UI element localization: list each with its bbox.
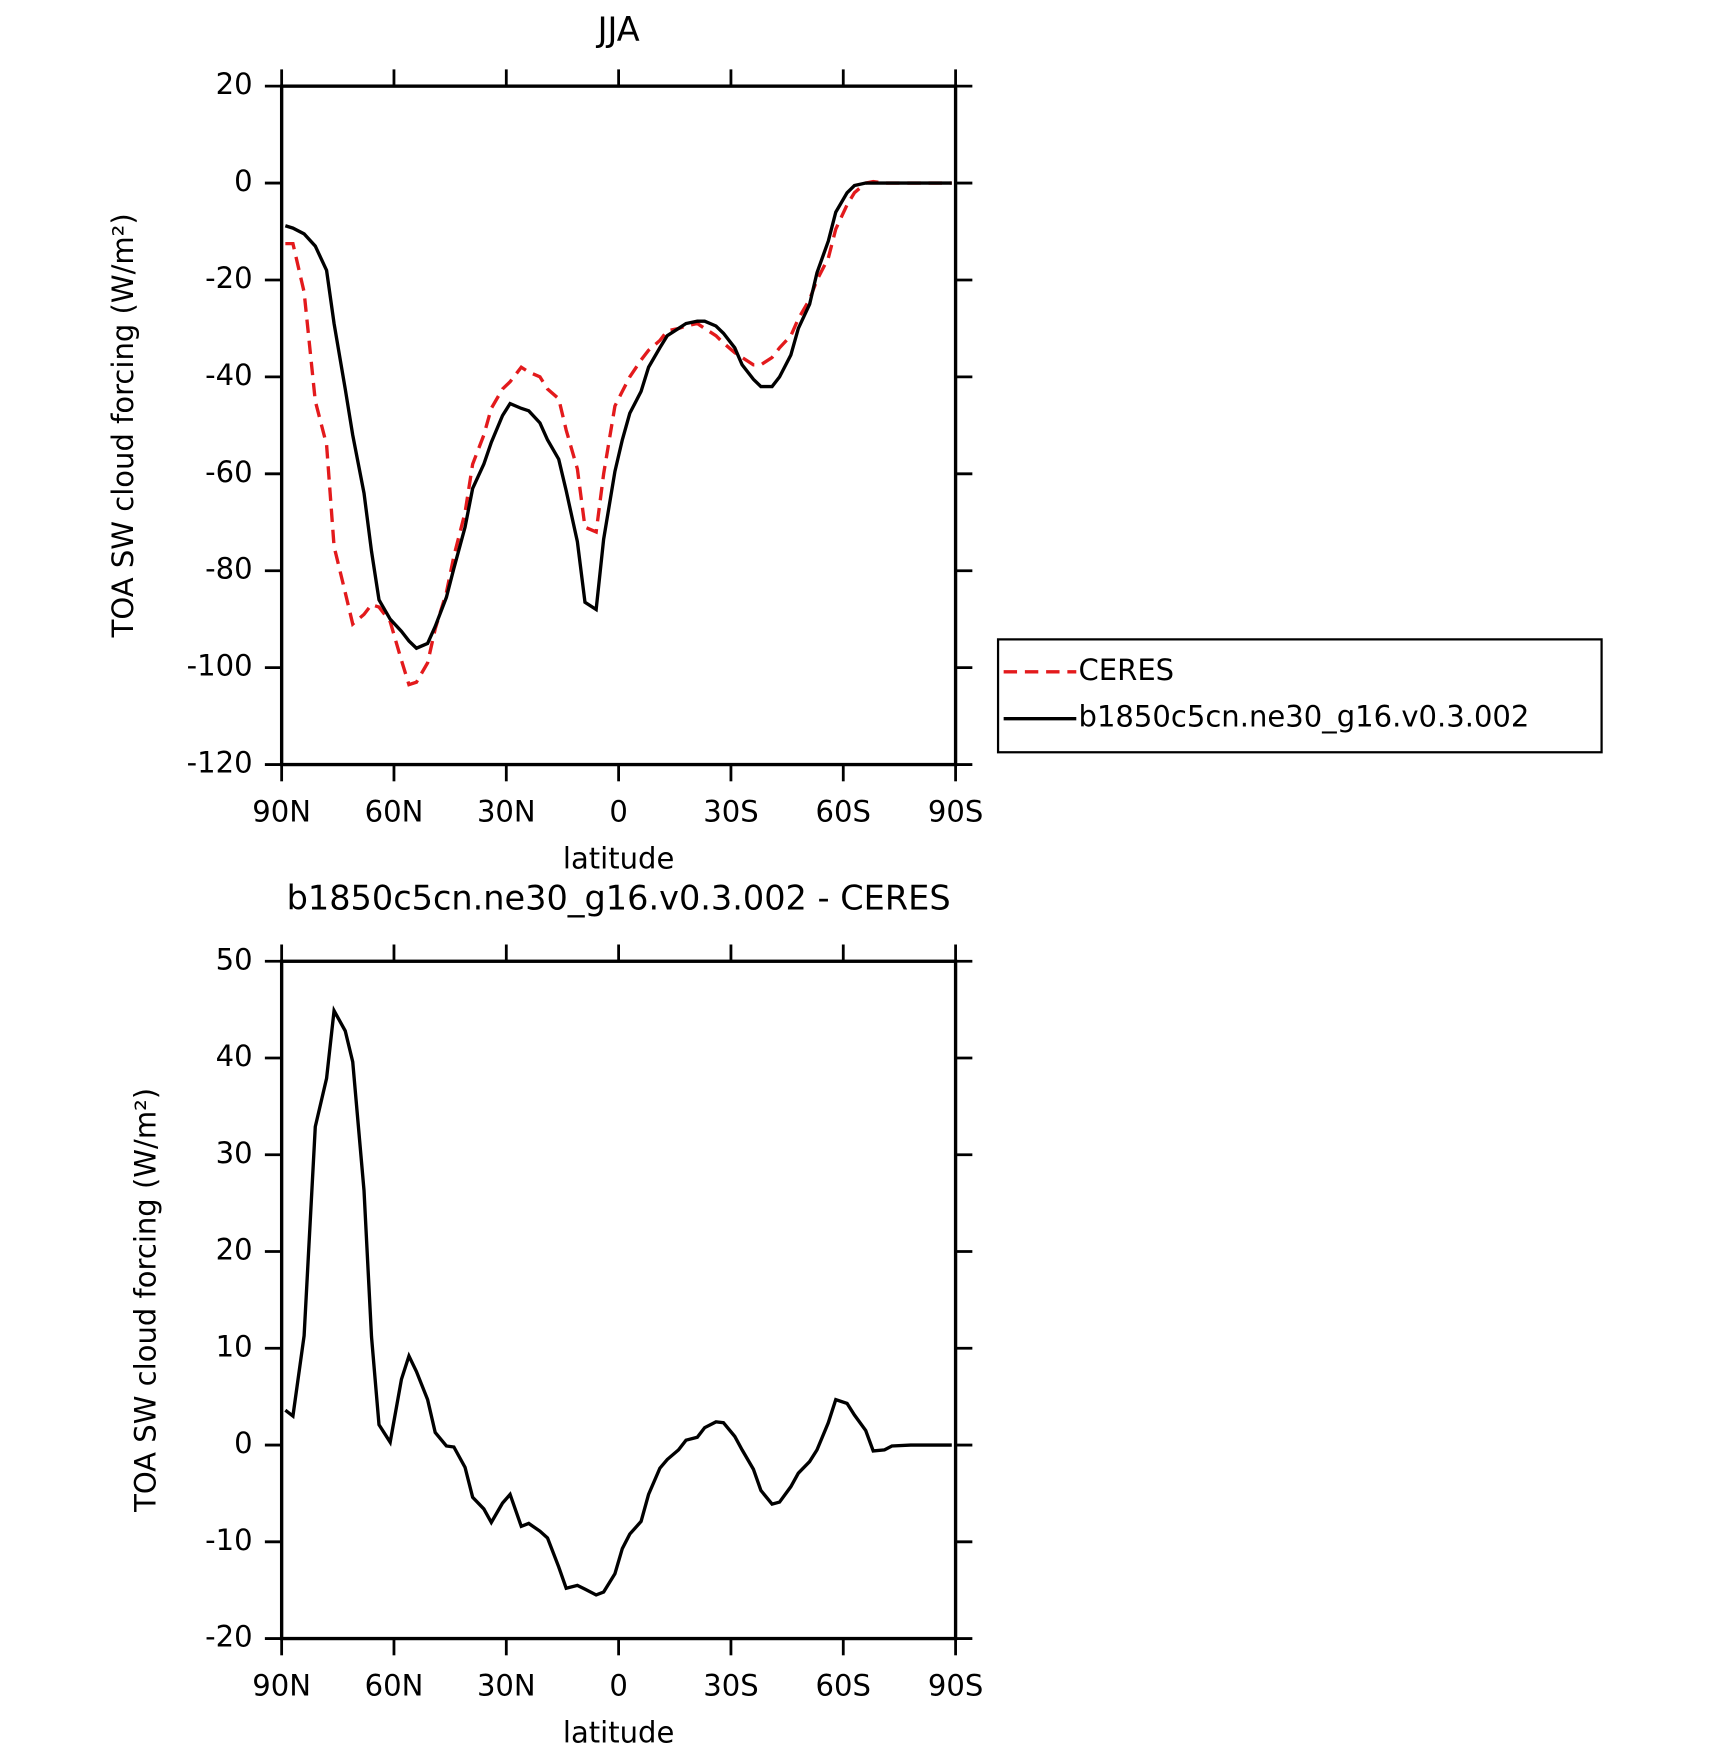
- y-tick-label: 20: [216, 1233, 253, 1267]
- y-axis-label: TOA SW cloud forcing (W/m²): [106, 213, 140, 638]
- y-tick-label: 0: [234, 1426, 252, 1460]
- y-tick-label: 40: [216, 1039, 253, 1073]
- y-tick-label: -120: [187, 746, 253, 780]
- data-line: [284, 1005, 952, 1597]
- legend-label: CERES: [1079, 653, 1175, 687]
- y-tick-label: -20: [205, 261, 252, 295]
- x-tick-label: 90N: [252, 795, 311, 829]
- y-tick-label: 10: [216, 1329, 253, 1363]
- y-tick-label: 30: [216, 1136, 253, 1170]
- x-tick-label: 60S: [816, 795, 871, 829]
- x-axis-label: latitude: [563, 842, 674, 876]
- y-axis-label: TOA SW cloud forcing (W/m²): [129, 1088, 163, 1513]
- x-tick-label: 0: [609, 1669, 627, 1703]
- plot-frame: [279, 959, 958, 1641]
- plot-frame: [279, 84, 958, 767]
- x-tick-label: 90S: [928, 1669, 983, 1703]
- y-tick-label: -100: [187, 649, 253, 683]
- y-tick-label: 0: [234, 164, 252, 198]
- data-line: [284, 181, 952, 651]
- x-axis-label: latitude: [563, 1716, 674, 1750]
- x-tick-label: 30S: [703, 1669, 758, 1703]
- chart-title: JJA: [596, 10, 640, 49]
- legend-box: [996, 638, 1603, 754]
- y-tick-label: -40: [205, 358, 252, 392]
- legend-label: b1850c5cn.ne30_g16.v0.3.002: [1079, 700, 1530, 734]
- x-tick-label: 90S: [928, 795, 983, 829]
- x-tick-label: 30N: [477, 795, 536, 829]
- y-tick-label: -60: [205, 455, 252, 489]
- y-tick-label: -20: [205, 1620, 252, 1654]
- x-tick-label: 90N: [252, 1669, 311, 1703]
- y-tick-label: -80: [205, 552, 252, 586]
- x-tick-label: 60N: [365, 1669, 424, 1703]
- x-tick-label: 30S: [703, 795, 758, 829]
- x-tick-label: 60S: [816, 1669, 871, 1703]
- y-tick-label: 20: [216, 67, 253, 101]
- x-tick-label: 30N: [477, 1669, 536, 1703]
- x-tick-label: 60N: [365, 795, 424, 829]
- x-tick-label: 0: [609, 795, 627, 829]
- y-tick-label: 50: [216, 942, 253, 976]
- y-tick-label: -10: [205, 1523, 252, 1557]
- chart-title: b1850c5cn.ne30_g16.v0.3.002 - CERES: [287, 878, 951, 917]
